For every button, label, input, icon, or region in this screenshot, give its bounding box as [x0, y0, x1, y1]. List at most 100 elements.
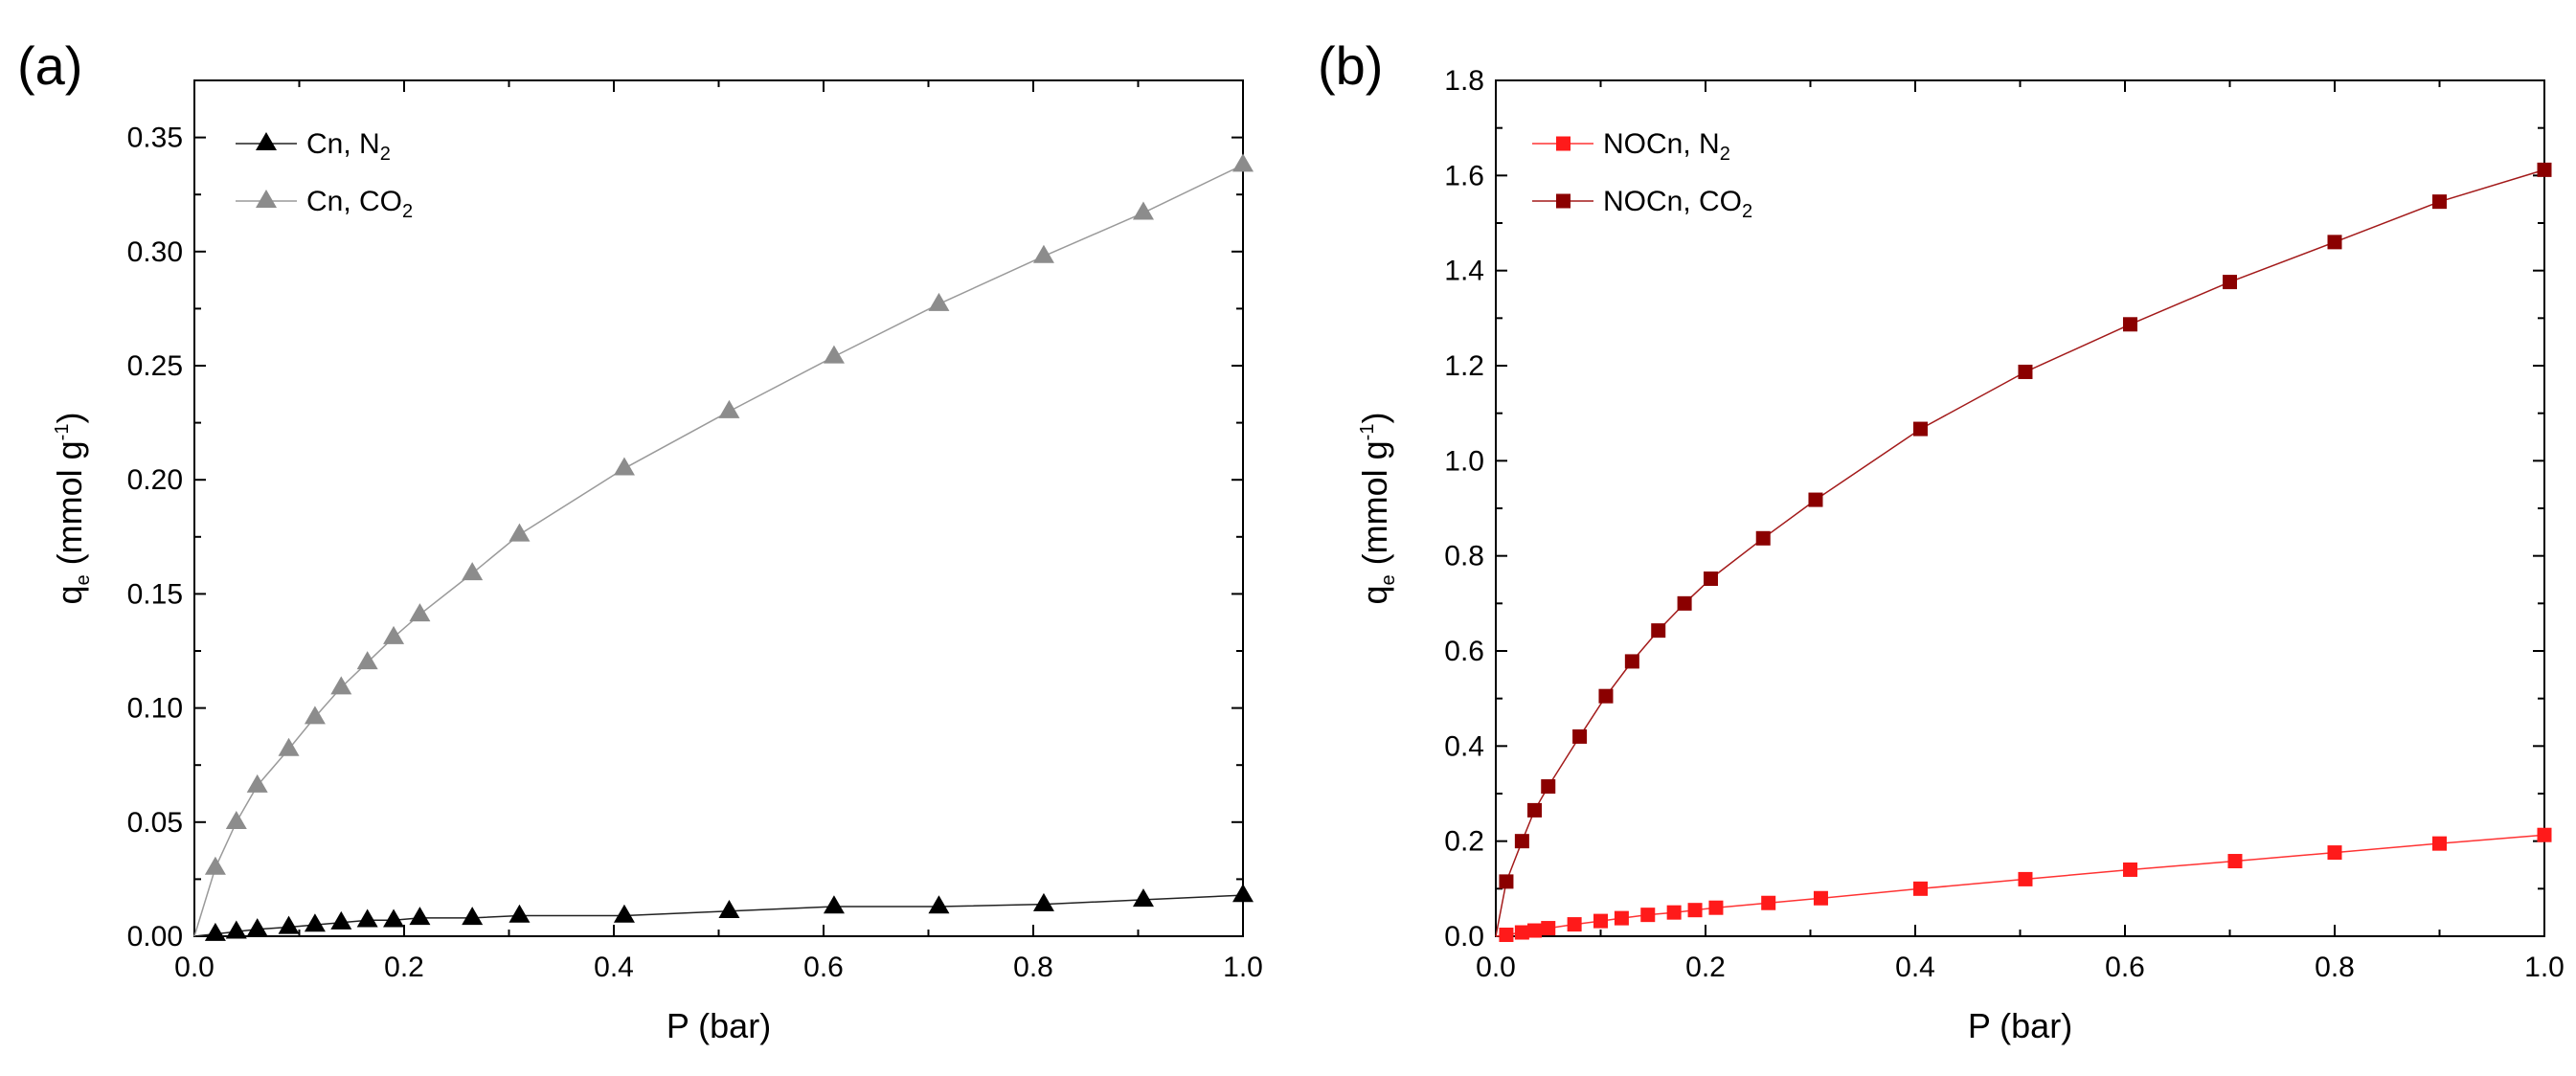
data-point	[2223, 275, 2237, 290]
data-point	[1614, 910, 1629, 926]
data-point	[1708, 900, 1724, 915]
x-axis-title: P (bar)	[1968, 1006, 2072, 1045]
data-point	[508, 904, 531, 923]
data-point	[1527, 923, 1543, 938]
data-point	[383, 625, 405, 644]
data-point	[1624, 654, 1639, 669]
series-cn-co2: Cn, CO2	[193, 153, 1254, 937]
y-tick-label: 1.2	[1444, 350, 1484, 382]
data-point	[2018, 871, 2033, 886]
x-tick-label: 0.2	[1685, 952, 1726, 983]
data-point	[2537, 827, 2552, 842]
data-point	[1808, 492, 1823, 507]
data-point	[1677, 595, 1692, 611]
y-tick-label: 0.30	[127, 236, 183, 268]
data-point	[823, 345, 845, 364]
x-tick-label: 0.0	[174, 952, 215, 983]
data-point	[1527, 802, 1543, 818]
y-tick-label: 0.0	[1444, 921, 1484, 953]
y-tick-label: 1.8	[1444, 65, 1484, 97]
data-point	[2122, 862, 2137, 877]
x-tick-label: 0.8	[1013, 952, 1053, 983]
data-point	[204, 922, 226, 941]
legend-marker	[256, 132, 277, 150]
data-point	[2432, 194, 2447, 210]
series-nocn-n2: NOCn, N2	[1495, 128, 2552, 943]
data-point	[1514, 925, 1529, 940]
data-point	[1032, 244, 1054, 263]
y-tick-label: 0.4	[1444, 730, 1484, 762]
data-point	[246, 918, 268, 937]
y-tick-label: 0.05	[127, 807, 183, 839]
data-point	[225, 811, 247, 830]
data-point	[1813, 890, 1828, 906]
y-tick-label: 0.2	[1444, 826, 1484, 858]
data-point	[462, 907, 484, 926]
data-point	[330, 910, 352, 930]
legend-label: NOCn, N2	[1603, 128, 1730, 165]
legend-marker	[256, 190, 277, 208]
series-cn-n2: Cn, N2	[193, 128, 1254, 941]
data-point	[356, 651, 378, 670]
y-tick-label: 0.20	[127, 464, 183, 496]
data-point	[1755, 530, 1771, 546]
data-point	[1572, 729, 1588, 744]
data-point	[278, 737, 300, 756]
data-point	[613, 457, 635, 476]
data-point	[1666, 905, 1682, 920]
data-point	[225, 920, 247, 939]
y-tick-label: 1.0	[1444, 445, 1484, 477]
series-line	[1495, 168, 2545, 937]
x-tick-label: 0.8	[2315, 952, 2355, 983]
data-point	[1541, 779, 1556, 795]
data-point	[718, 399, 740, 418]
y-tick-label: 0.8	[1444, 541, 1484, 572]
panel-label: (a)	[17, 35, 82, 96]
data-point	[246, 773, 268, 793]
data-point	[278, 915, 300, 934]
legend-label: NOCn, CO2	[1603, 186, 1752, 222]
data-point	[613, 904, 635, 923]
data-point	[1912, 881, 1928, 896]
data-point	[1541, 921, 1556, 936]
y-tick-label: 1.6	[1444, 160, 1484, 191]
legend-label: Cn, N2	[306, 128, 391, 165]
y-tick-label: 0.10	[127, 693, 183, 725]
data-point	[330, 676, 352, 695]
data-point	[1499, 928, 1514, 943]
x-tick-label: 1.0	[2524, 952, 2565, 983]
data-point	[204, 856, 226, 875]
panel-b: 0.0 0.2 0.4 0.6 0.8 1.0 0.0 0.2 0.4 0.6 0.8 1.0 1.2 1…	[1318, 35, 2565, 1045]
y-tick-label: 1.4	[1444, 256, 1484, 287]
panel-label: (b)	[1318, 35, 1383, 96]
data-point	[1567, 917, 1582, 932]
data-point	[1651, 623, 1666, 639]
x-tick-label: 0.2	[384, 952, 424, 983]
legend-label: Cn, CO2	[306, 186, 413, 222]
data-point	[356, 908, 378, 928]
y-tick-label: 0.35	[127, 123, 183, 154]
data-point	[2327, 845, 2342, 861]
data-point	[2537, 162, 2552, 177]
data-point	[304, 706, 326, 725]
data-point	[462, 562, 484, 581]
series-nocn-co2: NOCn, CO2	[1495, 162, 2552, 937]
x-tick-label: 0.4	[1895, 952, 1935, 983]
y-axis-title: qe (mmol g-1)	[50, 413, 94, 605]
x-tick-label: 0.6	[803, 952, 844, 983]
data-point	[823, 895, 845, 914]
legend-marker	[1556, 136, 1570, 151]
data-point	[1232, 153, 1254, 172]
data-point	[304, 913, 326, 932]
data-point	[1032, 892, 1054, 911]
data-point	[1912, 421, 1928, 437]
data-point	[1687, 903, 1703, 918]
data-point	[508, 523, 531, 542]
y-tick-label: 0.15	[127, 578, 183, 610]
data-point	[1703, 572, 1718, 587]
data-point	[2432, 836, 2447, 851]
data-point	[1640, 908, 1656, 923]
data-point	[1232, 884, 1254, 903]
x-tick-label: 0.6	[2105, 952, 2145, 983]
